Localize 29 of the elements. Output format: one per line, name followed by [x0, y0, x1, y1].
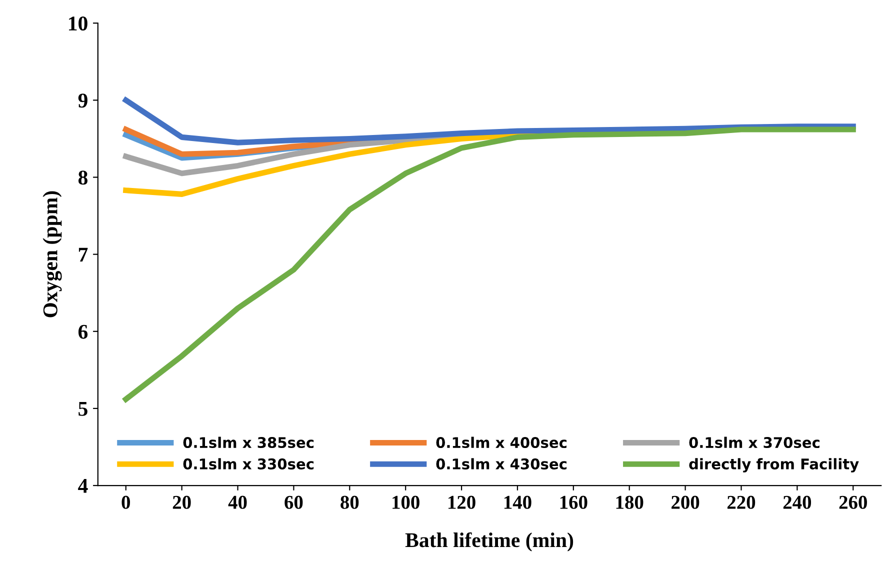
legend-label: directly from Facility	[689, 458, 859, 472]
legend-label: 0.1slm x 330sec	[183, 458, 314, 470]
x-tick-label: 220	[727, 496, 756, 509]
x-tick-label: 120	[448, 496, 476, 509]
x-tick-label: 160	[560, 496, 588, 509]
y-tick-label: 4	[78, 479, 88, 493]
x-tick-label: 240	[783, 496, 812, 509]
x-tick-label: 140	[504, 496, 532, 509]
x-tick-label: 80	[340, 496, 359, 509]
x-tick-label: 40	[228, 496, 247, 509]
x-tick-label: 180	[616, 496, 644, 509]
legend-label: 0.1slm x 400sec	[436, 436, 566, 448]
y-tick-label: 5	[78, 402, 88, 416]
legend-label: 0.1slm x 385sec	[183, 436, 314, 448]
x-tick-label: 200	[672, 496, 700, 509]
legend-label: 0.1slm x 370sec	[689, 436, 820, 448]
x-axis-title: Bath lifetime (min)	[405, 532, 574, 552]
x-tick-label: 20	[172, 496, 191, 509]
y-tick-label: 7	[78, 248, 88, 262]
x-tick-label: 260	[839, 496, 867, 509]
y-axis-title: Oxygen (ppm)	[42, 191, 62, 318]
y-tick-label: 10	[69, 16, 88, 31]
x-tick-label: 100	[392, 496, 420, 509]
x-tick-label: 0	[122, 496, 130, 509]
y-tick-label: 6	[78, 324, 88, 339]
legend-label: 0.1slm x 430sec	[436, 458, 566, 470]
y-tick-label: 8	[78, 170, 88, 185]
x-tick-label: 60	[284, 496, 303, 509]
y-tick-label: 9	[78, 94, 88, 108]
